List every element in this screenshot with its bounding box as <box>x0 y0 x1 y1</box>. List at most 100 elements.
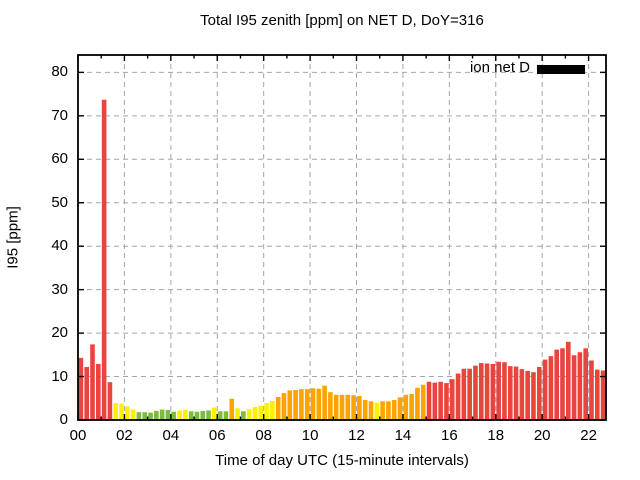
bar-10:45 <box>328 392 333 420</box>
bar-07:45 <box>258 405 264 420</box>
y-tick-label-30: 30 <box>51 280 68 298</box>
bar-18:00 <box>496 361 501 420</box>
bar-01:45 <box>119 403 124 420</box>
bar-22:15 <box>595 369 600 420</box>
bar-07:30 <box>252 406 258 420</box>
bar-14:00 <box>403 394 409 420</box>
bar-11:30 <box>345 394 351 420</box>
bar-02:15 <box>130 409 136 420</box>
x-axis-title: Time of day UTC (15-minute intervals) <box>215 452 469 469</box>
y-axis-title: I95 [ppm] <box>4 206 22 269</box>
bar-03:00 <box>148 412 153 420</box>
x-tick-label-12: 12 <box>348 427 365 444</box>
bar-19:45 <box>536 366 542 420</box>
bar-20:00 <box>542 359 548 420</box>
bar-18:15 <box>502 362 507 420</box>
bar-22:00 <box>589 360 594 420</box>
bar-12:45 <box>374 402 380 420</box>
bar-19:30 <box>531 372 536 420</box>
bar-07:15 <box>246 409 252 420</box>
bar-13:00 <box>380 401 385 420</box>
bar-14:15 <box>409 393 414 420</box>
bar-20:30 <box>554 349 559 420</box>
bar-05:00 <box>194 411 200 420</box>
bar-18:30 <box>507 366 513 420</box>
bar-05:15 <box>200 410 206 421</box>
bar-09:45 <box>304 389 310 420</box>
bar-10:00 <box>310 388 316 420</box>
x-tick-label-20: 20 <box>533 427 551 444</box>
x-tick-label-06: 06 <box>208 427 226 444</box>
legend-label: ion net D <box>469 59 530 76</box>
bar-13:30 <box>391 400 397 420</box>
x-tick-label-22: 22 <box>580 427 597 444</box>
x-tick-label-00: 00 <box>69 427 87 444</box>
y-tick-label-10: 10 <box>51 367 68 385</box>
bar-18:45 <box>513 366 519 420</box>
bar-04:30 <box>183 409 188 420</box>
bar-16:00 <box>449 379 455 420</box>
bar-16:45 <box>467 368 472 420</box>
bar-09:15 <box>293 390 298 420</box>
bar-12:00 <box>357 396 362 420</box>
bar-02:30 <box>136 412 142 420</box>
bar-01:30 <box>113 403 119 420</box>
y-tick-label-40: 40 <box>51 237 68 255</box>
bar-08:45 <box>281 393 287 420</box>
bar-01:00 <box>101 99 107 420</box>
bar-21:30 <box>577 352 583 420</box>
bar-14:30 <box>415 387 420 420</box>
x-tick-label-18: 18 <box>487 427 505 444</box>
y-tick-label-60: 60 <box>51 150 68 168</box>
bar-06:45 <box>235 408 240 420</box>
bar-20:45 <box>560 348 565 420</box>
bar-17:00 <box>473 365 478 420</box>
bar-06:15 <box>223 411 229 420</box>
bar-04:45 <box>188 411 194 420</box>
bar-00:00 <box>78 357 84 420</box>
bar-17:15 <box>478 363 484 420</box>
bar-21:45 <box>583 348 588 420</box>
bar-06:30 <box>229 398 235 420</box>
chart-title: Total I95 zenith [ppm] on NET D, DoY=316 <box>200 12 484 29</box>
bar-15:00 <box>426 381 432 420</box>
bar-05:45 <box>212 407 217 420</box>
bar-10:30 <box>322 385 327 420</box>
bar-12:15 <box>362 400 368 420</box>
bar-19:15 <box>525 370 530 420</box>
legend-swatch <box>537 65 585 74</box>
bar-15:30 <box>438 381 443 420</box>
bar-22:30 <box>600 370 606 420</box>
y-tick-label-80: 80 <box>51 63 68 81</box>
y-tick-label-70: 70 <box>51 106 68 124</box>
bar-21:15 <box>571 355 577 420</box>
bar-02:45 <box>142 412 148 420</box>
bar-17:30 <box>484 363 490 420</box>
y-tick-label-50: 50 <box>51 193 68 211</box>
bar-08:30 <box>275 396 281 420</box>
bar-13:15 <box>386 401 391 420</box>
bar-16:15 <box>455 373 461 420</box>
x-tick-label-02: 02 <box>116 427 133 444</box>
bar-19:00 <box>519 369 525 420</box>
x-tick-label-08: 08 <box>255 427 272 444</box>
bar-05:30 <box>206 410 211 420</box>
bar-15:45 <box>444 383 449 420</box>
bar-10:15 <box>316 388 322 420</box>
y-tick-label-20: 20 <box>51 324 68 342</box>
bar-03:30 <box>159 409 165 420</box>
bar-09:30 <box>299 389 304 420</box>
x-tick-label-14: 14 <box>394 427 412 444</box>
plot-border <box>77 54 607 421</box>
bar-00:30 <box>90 344 95 420</box>
bar-11:15 <box>339 394 345 420</box>
bar-17:45 <box>490 363 496 420</box>
x-tick-label-10: 10 <box>301 427 319 444</box>
bar-11:45 <box>351 395 356 420</box>
x-tick-label-16: 16 <box>440 427 458 444</box>
bar-04:00 <box>171 411 177 420</box>
bar-13:45 <box>397 397 403 420</box>
bar-06:00 <box>217 411 223 420</box>
bar-08:15 <box>270 400 275 420</box>
